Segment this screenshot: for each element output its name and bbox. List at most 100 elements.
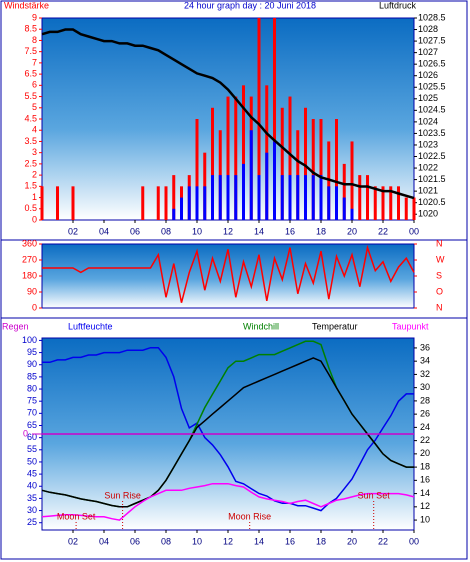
y2-tick-label: 1028.5 [418,12,446,22]
x-tick-label: 08 [161,536,171,546]
y2-tick-label: 22 [420,435,430,445]
y-tick-label: 40 [27,481,37,491]
x-tick-label: 12 [223,226,233,236]
bar [273,141,276,220]
bar [288,175,292,220]
bar [311,175,315,220]
y2-tick-label: 1020.5 [418,197,446,207]
y-tick-label: 0.5 [24,203,37,213]
y2-tick-label: S [436,270,442,280]
bar [350,208,354,220]
x-tick-label: 06 [130,226,140,236]
series-line [41,482,415,521]
bar [211,175,214,220]
y-tick-label: 85 [27,371,37,381]
bar [226,96,230,220]
bar [242,163,245,220]
y2-tick-label: 1021.5 [418,174,446,184]
annotation: Sun Rise [104,490,141,500]
bar [288,96,292,220]
y2-tick-label: 18 [420,461,430,471]
y-tick-label: 70 [27,408,37,418]
y-tick-label: 360 [22,238,37,248]
y2-tick-label: O [436,286,443,296]
y2-tick-label: 1024.5 [418,105,446,115]
bar [226,175,230,220]
y-tick-label: 180 [22,270,37,280]
bar [257,18,261,220]
bar [304,107,307,220]
y-tick-label: 65 [27,420,37,430]
bar [304,175,307,220]
bar [172,175,176,220]
x-tick-label: 14 [254,226,264,236]
y-tick-label: 8 [32,35,37,45]
legend-entry: Luftfeuchte [68,321,113,331]
y-tick-label: 55 [27,444,37,454]
bar [335,186,338,220]
y2-tick-label: 10 [420,514,430,524]
legend-entry: Temperatur [312,321,358,331]
annotation: Sun Set [358,490,391,500]
bar [280,107,284,220]
bar [141,186,145,220]
bar [342,163,346,220]
y2-tick-label: N [436,302,443,312]
bar [164,186,168,220]
y2-tick-label: 1027 [418,47,438,57]
y2-tick-label: 20 [420,448,430,458]
x-tick-label: 10 [192,226,202,236]
x-tick-label: 12 [223,536,233,546]
x-tick-label: 02 [68,226,78,236]
y-tick-label: 90 [27,286,37,296]
y2-tick-label: 1022.5 [418,151,446,161]
y-tick-label: 1.5 [24,181,37,191]
y-tick-label: 9 [32,12,37,22]
x-tick-label: 16 [285,536,295,546]
x-tick-label: 02 [68,536,78,546]
bar [172,208,176,220]
y-tick-label: 2.5 [24,158,37,168]
y-tick-label: 35 [27,493,37,503]
y-tick-label: 30 [27,505,37,515]
bar [187,186,191,220]
x-tick-label: 00 [409,226,419,236]
bar [265,85,269,220]
series-line [42,244,415,303]
bar [249,130,253,220]
x-tick-label: 06 [130,536,140,546]
bar [412,197,416,220]
y2-tick-label: 1027.5 [418,35,446,45]
y-tick-label: 1 [32,192,37,202]
y2-tick-label: 1020 [418,209,438,219]
bar [319,119,323,220]
y2-tick-label: 16 [420,475,430,485]
y-tick-label: 4 [32,125,37,135]
series-line [42,346,414,512]
y-tick-label: 80 [27,383,37,393]
bar [327,186,331,220]
y2-tick-label: 24 [420,422,430,432]
y2-tick-label: N [436,238,443,248]
bar [56,186,59,220]
bar [335,119,338,220]
y-tick-label: 95 [27,347,37,357]
bar [273,18,276,220]
y2-tick-label: 34 [420,356,430,366]
bar [342,197,346,220]
y-tick-label: 60 [27,432,37,442]
bar [242,85,245,220]
y-tick-label: 50 [27,456,37,466]
bar [195,186,199,220]
legend-entry: Windchill [243,321,279,331]
y2-tick-label: 1026.5 [418,59,446,69]
y2-tick-label: 1021 [418,186,438,196]
bar [350,141,354,220]
y2-tick-label: 1022 [418,162,438,172]
x-tick-label: 22 [378,226,388,236]
y-tick-label: 25 [27,517,37,527]
x-tick-label: 08 [161,226,171,236]
y-tick-label: 8.5 [24,24,37,34]
series-line [41,357,414,508]
